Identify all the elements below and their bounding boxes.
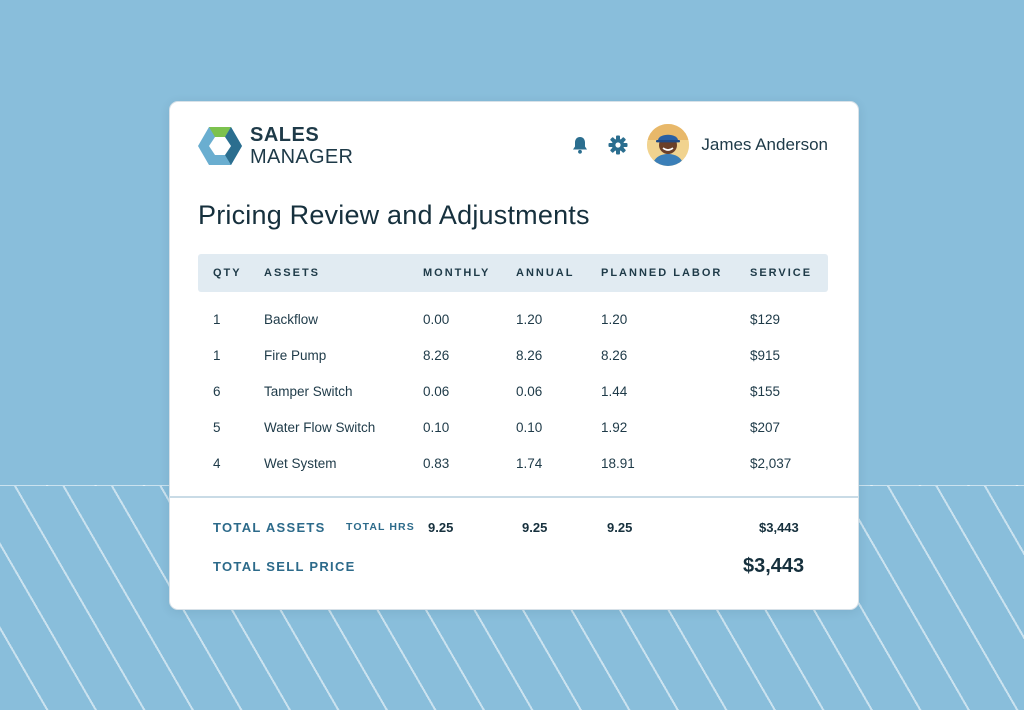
total-service-value: $3,443 <box>759 520 799 535</box>
cell-monthly: 0.10 <box>423 420 450 435</box>
cell-service: $2,037 <box>750 456 792 471</box>
app-logo[interactable]: SALES MANAGER <box>198 124 353 168</box>
cell-planned-labor: 1.20 <box>601 312 628 327</box>
logo-text: SALES MANAGER <box>250 124 353 168</box>
avatar-icon <box>647 124 690 166</box>
table-header: QTY ASSETS MONTHLY ANNUAL PLANNED LABOR … <box>198 254 828 292</box>
cell-asset: Fire Pump <box>264 348 327 363</box>
cell-monthly: 0.83 <box>423 456 450 471</box>
cell-monthly: 0.06 <box>423 384 450 399</box>
total-planned-labor-value: 9.25 <box>607 520 633 535</box>
column-header-annual[interactable]: ANNUAL <box>516 267 575 279</box>
column-header-assets[interactable]: ASSETS <box>264 267 321 279</box>
cell-planned-labor: 8.26 <box>601 348 628 363</box>
page-title: Pricing Review and Adjustments <box>198 200 590 230</box>
table-row[interactable]: 4 Wet System 0.83 1.74 18.91 $2,037 <box>198 446 828 482</box>
total-assets-label: TOTAL ASSETS <box>213 520 326 535</box>
cell-qty: 4 <box>213 456 221 471</box>
cell-service: $155 <box>750 384 781 399</box>
table-row[interactable]: 1 Fire Pump 8.26 8.26 8.26 $915 <box>198 338 828 374</box>
cell-service: $915 <box>750 348 781 363</box>
header-actions: James Anderson <box>569 124 828 166</box>
table-row[interactable]: 5 Water Flow Switch 0.10 0.10 1.92 $207 <box>198 410 828 446</box>
notifications-button[interactable] <box>569 134 591 156</box>
cell-service: $129 <box>750 312 781 327</box>
column-header-service[interactable]: SERVICE <box>750 267 813 279</box>
table-row[interactable]: 1 Backflow 0.00 1.20 1.20 $129 <box>198 302 828 338</box>
pricing-card: SALES MANAGER <box>169 101 859 610</box>
hexagon-logo-icon <box>198 127 242 165</box>
cell-annual: 8.26 <box>516 348 543 363</box>
gear-icon <box>608 135 628 155</box>
cell-monthly: 8.26 <box>423 348 450 363</box>
user-avatar[interactable] <box>647 124 690 166</box>
cell-annual: 1.20 <box>516 312 543 327</box>
total-annual-value: 9.25 <box>522 520 548 535</box>
cell-qty: 1 <box>213 348 221 363</box>
cell-annual: 1.74 <box>516 456 543 471</box>
cell-annual: 0.06 <box>516 384 543 399</box>
total-sell-price-value: $3,443 <box>743 555 805 577</box>
cell-asset: Tamper Switch <box>264 384 353 399</box>
settings-button[interactable] <box>607 134 629 156</box>
user-name[interactable]: James Anderson <box>701 135 828 154</box>
cell-planned-labor: 1.92 <box>601 420 628 435</box>
cell-asset: Water Flow Switch <box>264 420 376 435</box>
column-header-qty[interactable]: QTY <box>213 267 242 279</box>
total-monthly-value: 9.25 <box>428 520 454 535</box>
cell-asset: Wet System <box>264 456 337 471</box>
cell-service: $207 <box>750 420 781 435</box>
cell-qty: 6 <box>213 384 221 399</box>
column-header-planned-labor[interactable]: PLANNED LABOR <box>601 267 723 279</box>
column-header-monthly[interactable]: MONTHLY <box>423 267 491 279</box>
total-sell-price-label: TOTAL SELL PRICE <box>213 559 356 574</box>
cell-planned-labor: 18.91 <box>601 456 635 471</box>
cell-qty: 1 <box>213 312 221 327</box>
logo-line-2: MANAGER <box>250 146 354 168</box>
totals-divider <box>170 496 858 498</box>
bell-icon <box>573 137 588 154</box>
cell-planned-labor: 1.44 <box>601 384 628 399</box>
logo-line-1: SALES <box>250 124 320 146</box>
table-row[interactable]: 6 Tamper Switch 0.06 0.06 1.44 $155 <box>198 374 828 410</box>
total-hrs-label: TOTAL HRS <box>346 521 415 533</box>
cell-qty: 5 <box>213 420 221 435</box>
cell-annual: 0.10 <box>516 420 543 435</box>
cell-asset: Backflow <box>264 312 319 327</box>
cell-monthly: 0.00 <box>423 312 450 327</box>
